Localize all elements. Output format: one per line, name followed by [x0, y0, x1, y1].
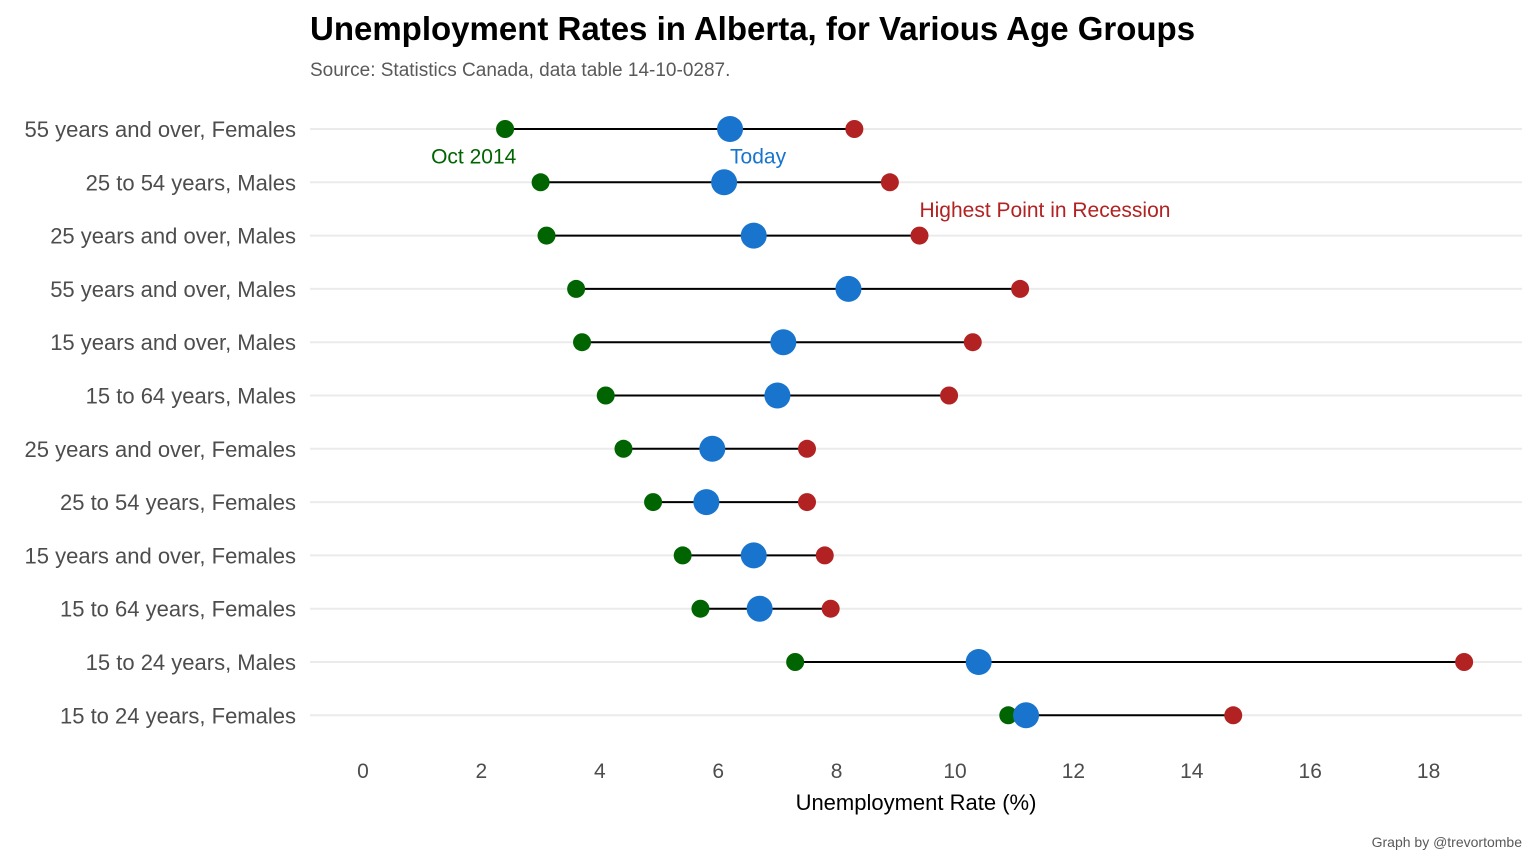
- point-today: [740, 222, 767, 249]
- point-oct-2014: [496, 120, 515, 138]
- point-oct-2014: [614, 439, 633, 458]
- data-points: [496, 116, 1474, 729]
- y-tick-label: 55 years and over, Females: [25, 117, 296, 142]
- point-today: [965, 649, 992, 675]
- y-tick-label: 25 years and over, Males: [50, 224, 296, 249]
- y-tick-label: 15 to 64 years, Males: [86, 384, 296, 409]
- y-tick-label: 25 years and over, Females: [25, 437, 296, 462]
- chart-title: Unemployment Rates in Alberta, for Vario…: [310, 10, 1196, 47]
- series-annotations: Oct 2014 Today Highest Point in Recession: [431, 146, 1170, 222]
- point-recession-high: [1455, 653, 1474, 671]
- point-recession-high: [1011, 279, 1030, 298]
- point-today: [740, 542, 767, 569]
- x-tick-label: 10: [943, 760, 966, 783]
- point-oct-2014: [691, 599, 710, 618]
- point-oct-2014: [999, 706, 1018, 725]
- point-oct-2014: [644, 493, 663, 512]
- x-axis-label: Unemployment Rate (%): [796, 790, 1037, 815]
- x-tick-label: 18: [1417, 760, 1440, 783]
- point-oct-2014: [596, 386, 615, 405]
- annotation-label: Highest Point in Recession: [919, 199, 1170, 222]
- point-oct-2014: [786, 653, 805, 671]
- x-tick-label: 16: [1299, 760, 1322, 783]
- y-tick-label: 15 years and over, Males: [50, 330, 296, 355]
- point-today: [764, 382, 791, 409]
- y-tick-label: 15 to 24 years, Females: [60, 703, 296, 728]
- point-recession-high: [821, 599, 840, 618]
- x-tick-label: 0: [357, 760, 369, 783]
- x-tick-label: 12: [1062, 760, 1085, 783]
- chart-caption: Graph by @trevortombe: [1371, 834, 1522, 850]
- x-tick-label: 8: [831, 760, 843, 783]
- point-recession-high: [910, 226, 929, 245]
- point-oct-2014: [573, 333, 592, 352]
- y-tick-label: 25 to 54 years, Females: [60, 490, 296, 515]
- point-today: [693, 489, 720, 516]
- chart-subtitle: Source: Statistics Canada, data table 14…: [310, 60, 731, 81]
- x-tick-label: 2: [476, 760, 488, 783]
- annotation-label: Oct 2014: [431, 146, 517, 169]
- point-recession-high: [815, 546, 834, 565]
- point-recession-high: [1224, 706, 1243, 725]
- point-today: [746, 595, 773, 622]
- point-today: [717, 116, 744, 142]
- point-recession-high: [845, 120, 864, 138]
- point-today: [711, 169, 738, 196]
- y-tick-label: 15 to 64 years, Females: [60, 597, 296, 622]
- point-today: [835, 275, 862, 302]
- y-tick-label: 15 years and over, Females: [25, 543, 296, 568]
- point-recession-high: [880, 173, 899, 192]
- x-tick-label: 4: [594, 760, 606, 783]
- x-tick-label: 14: [1180, 760, 1204, 783]
- gridlines: [310, 128, 1522, 717]
- y-tick-label: 55 years and over, Males: [50, 277, 296, 302]
- point-recession-high: [940, 386, 959, 405]
- point-oct-2014: [537, 226, 556, 245]
- point-recession-high: [798, 439, 816, 458]
- annotation-label: Today: [730, 146, 787, 169]
- point-oct-2014: [673, 546, 692, 565]
- x-tick-label: 6: [712, 760, 724, 783]
- point-today: [1013, 702, 1040, 729]
- point-recession-high: [963, 333, 982, 352]
- point-today: [699, 435, 726, 462]
- y-tick-label: 15 to 24 years, Males: [86, 650, 296, 675]
- point-recession-high: [798, 493, 816, 512]
- point-oct-2014: [567, 279, 586, 298]
- point-today: [770, 329, 797, 356]
- y-tick-label: 25 to 54 years, Males: [86, 170, 296, 195]
- y-axis-labels: 55 years and over, Females 25 to 54 years…: [25, 117, 296, 728]
- point-oct-2014: [531, 173, 550, 192]
- x-axis-ticks: 0 2 4 6 8 10 12 14 16 18: [357, 760, 1440, 783]
